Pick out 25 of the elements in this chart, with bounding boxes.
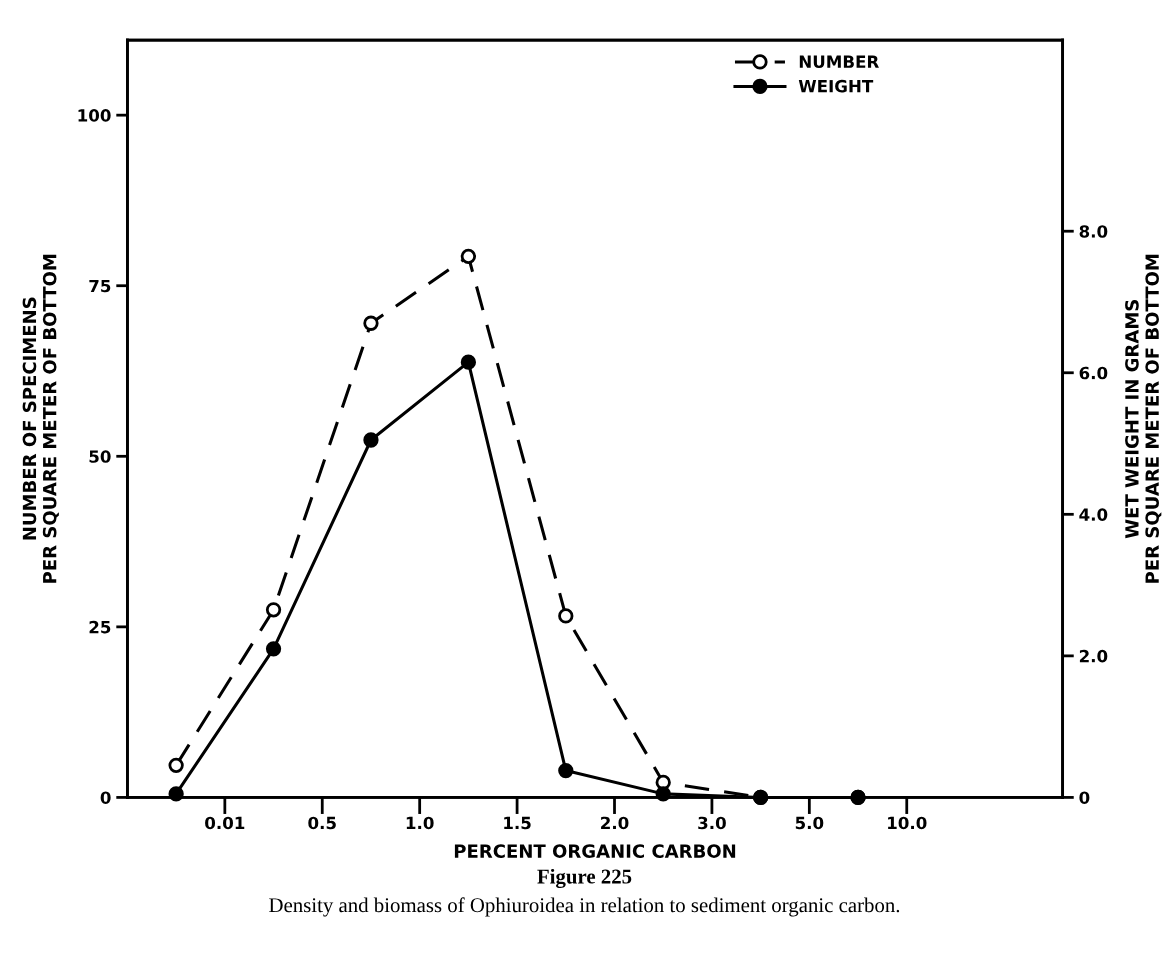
y2-axis-title: WET WEIGHT IN GRAMS PER SQUARE METER OF BOTTOM bbox=[1125, 254, 1162, 583]
text: 1.5 bbox=[504, 816, 531, 830]
legend-label: WEIGHT bbox=[798, 79, 874, 93]
y-tick-label: 50 bbox=[89, 450, 111, 463]
y2-tick-label: 8.0 bbox=[1079, 225, 1108, 238]
y-axis-title: NUMBER OF SPECIMENS PER SQUARE METER OF BOTTOM bbox=[22, 254, 59, 583]
y-tick-label: 25 bbox=[89, 620, 111, 634]
x-axis-title: PERCENT ORGANIC CARBON bbox=[454, 844, 736, 858]
legend-label: NUMBER bbox=[799, 55, 879, 69]
y-tick-label: 100 bbox=[78, 109, 111, 122]
y2-tick-label: 2.0 bbox=[1079, 649, 1108, 663]
text: 0.5 bbox=[308, 816, 336, 830]
text: Density and biomass of Ophiuroidea in relation to sediment organic carbon. bbox=[269, 897, 900, 917]
text: 5.0 bbox=[795, 816, 824, 830]
text: Figure 225 bbox=[537, 868, 632, 888]
y2-tick-label: 6.0 bbox=[1079, 366, 1108, 380]
text: 0.01 bbox=[205, 816, 245, 830]
y-tick-label: 0 bbox=[100, 791, 111, 804]
text: 2.0 bbox=[601, 816, 629, 830]
y2-tick-label: 0 bbox=[1079, 791, 1090, 804]
text: 1.0 bbox=[406, 816, 434, 830]
text: 10.0 bbox=[888, 816, 927, 830]
text: 3.0 bbox=[698, 816, 726, 830]
y2-tick-label: 4.0 bbox=[1079, 508, 1108, 521]
y-tick-label: 75 bbox=[89, 279, 111, 293]
